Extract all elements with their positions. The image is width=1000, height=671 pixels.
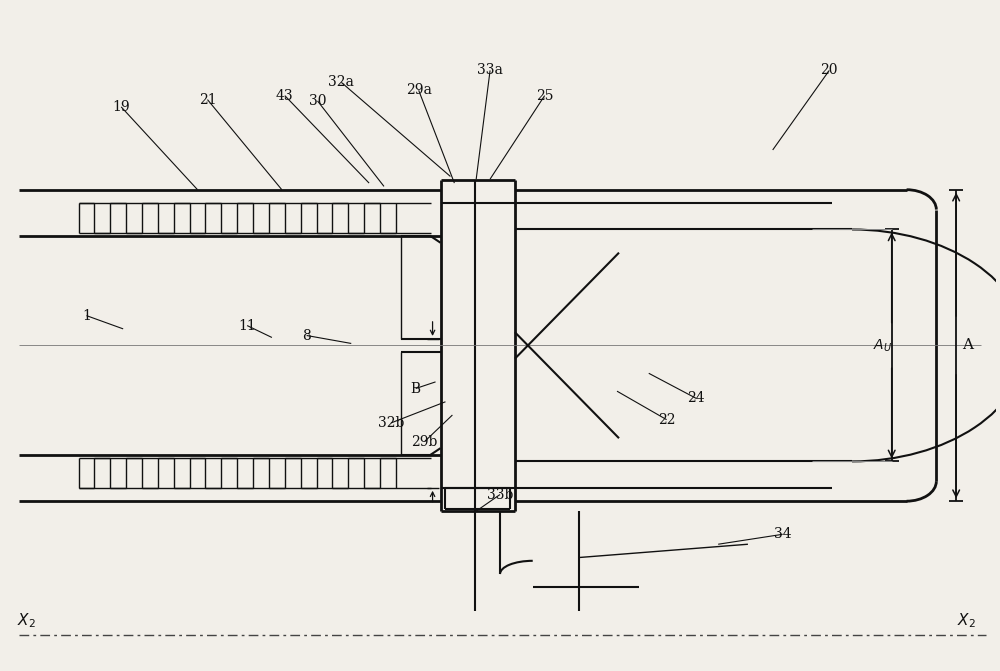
Text: 43: 43 bbox=[276, 89, 294, 103]
Text: 34: 34 bbox=[774, 527, 791, 541]
Text: 29b: 29b bbox=[411, 435, 438, 448]
Text: 33b: 33b bbox=[487, 488, 513, 501]
Text: 32a: 32a bbox=[328, 75, 354, 89]
Text: $X_2$: $X_2$ bbox=[957, 611, 975, 630]
Text: $A_U$: $A_U$ bbox=[873, 338, 892, 354]
Text: 19: 19 bbox=[112, 100, 130, 114]
Text: 33a: 33a bbox=[477, 64, 503, 77]
Text: 21: 21 bbox=[199, 93, 216, 107]
Text: 29a: 29a bbox=[406, 83, 432, 97]
Text: 24: 24 bbox=[688, 391, 705, 405]
Text: 32b: 32b bbox=[378, 416, 404, 430]
Text: B: B bbox=[411, 382, 421, 395]
Text: 20: 20 bbox=[820, 64, 838, 77]
Text: 25: 25 bbox=[536, 89, 553, 103]
Text: 8: 8 bbox=[302, 329, 311, 342]
Text: $X_2$: $X_2$ bbox=[17, 611, 35, 630]
Text: 11: 11 bbox=[238, 319, 256, 333]
Text: A: A bbox=[963, 338, 974, 352]
Text: 30: 30 bbox=[309, 94, 326, 108]
Text: 22: 22 bbox=[658, 413, 675, 427]
Text: 1: 1 bbox=[82, 309, 91, 323]
